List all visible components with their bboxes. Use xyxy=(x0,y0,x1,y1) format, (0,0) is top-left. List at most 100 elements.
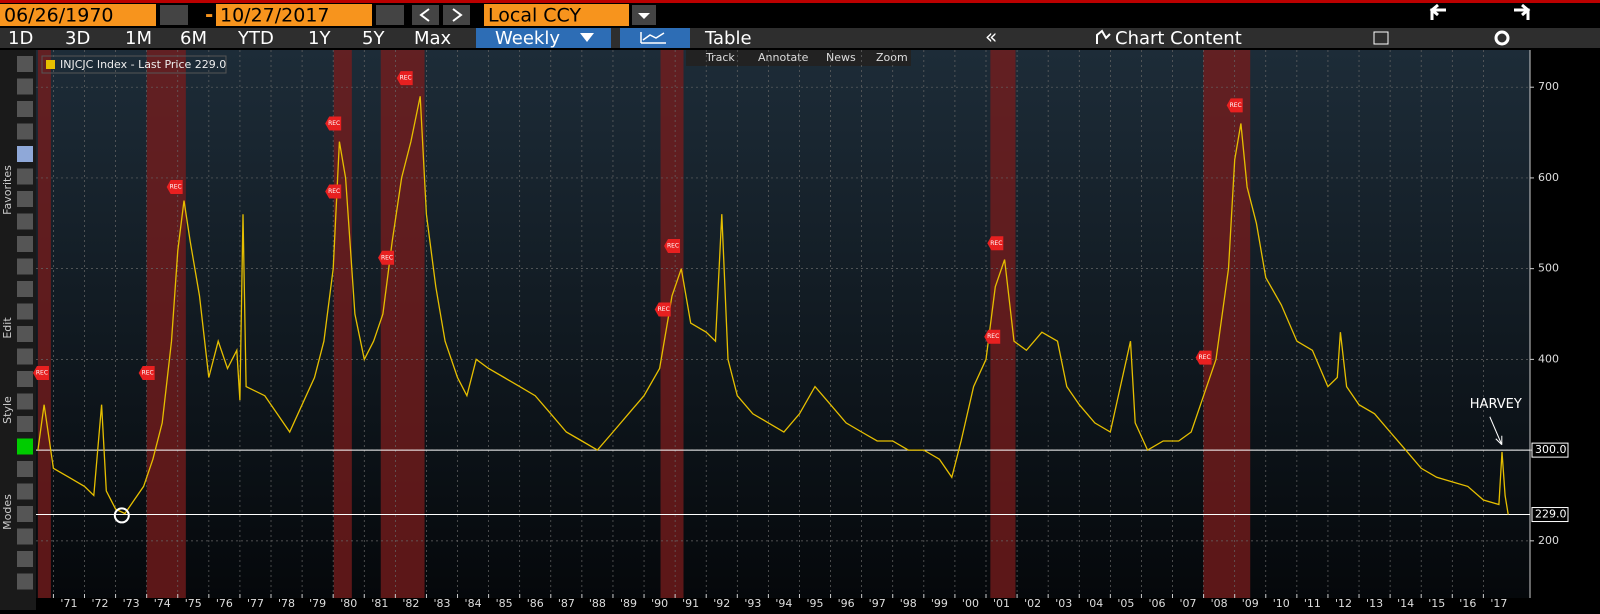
date-box[interactable] xyxy=(0,4,156,26)
arrows xyxy=(419,8,463,22)
recession-band xyxy=(990,50,1016,598)
x-tick-label: '74 xyxy=(154,597,171,610)
rec-label: REC xyxy=(381,254,393,261)
x-tick-label: '93 xyxy=(744,597,761,610)
x-tick-label: '78 xyxy=(278,597,295,610)
edit-icon[interactable] xyxy=(1373,31,1389,45)
reference-label: 300.0 xyxy=(1535,443,1567,456)
range-tab[interactable]: 6M xyxy=(180,28,207,49)
top-bar: 06/26/1970 - 10/27/2017 Local CCY xyxy=(0,3,1531,27)
low-circle xyxy=(113,507,130,524)
x-tick-label: '11 xyxy=(1304,597,1321,610)
recession-band xyxy=(146,50,186,598)
calendar-button[interactable] xyxy=(376,5,404,25)
x-tick-label: '05 xyxy=(1117,597,1134,610)
tool-icon[interactable] xyxy=(17,393,33,410)
x-tick-label: '08 xyxy=(1211,597,1228,610)
x-tick-label: '02 xyxy=(1024,597,1041,610)
y-tick-label: 600 xyxy=(1538,171,1559,184)
calendar-button[interactable] xyxy=(160,5,188,25)
tool-icon[interactable] xyxy=(17,348,33,365)
x-tick-label: '77 xyxy=(247,597,264,610)
tool-icon[interactable] xyxy=(17,78,33,95)
x-tick-label: '04 xyxy=(1086,597,1103,610)
price-line xyxy=(37,96,1509,515)
chart-content[interactable]: Chart Content xyxy=(1115,28,1242,49)
settings-icon[interactable] xyxy=(1494,30,1510,46)
chart-tool[interactable]: Zoom xyxy=(876,51,908,64)
tool-icon[interactable] xyxy=(17,461,33,477)
collapse[interactable]: « xyxy=(985,25,997,49)
next-button[interactable] xyxy=(443,5,470,25)
reference-label-box xyxy=(1531,507,1569,523)
chart-tool[interactable]: Track xyxy=(705,51,735,64)
x-tick-label: '98 xyxy=(900,597,917,610)
x-tick-label: '06 xyxy=(1148,597,1165,610)
x-tick-label: '03 xyxy=(1055,597,1072,610)
tool-icon[interactable] xyxy=(17,416,33,432)
tool-icon[interactable] xyxy=(17,326,33,342)
tool-icon[interactable] xyxy=(17,168,33,185)
recession-band xyxy=(1203,50,1251,598)
tab-bar-bg xyxy=(0,28,1600,48)
x-tick-label: '14 xyxy=(1397,597,1414,610)
tool-icon[interactable] xyxy=(17,213,33,230)
range-tab[interactable]: 3D xyxy=(65,28,90,49)
prev-button[interactable] xyxy=(412,5,439,25)
range-tab[interactable]: 1M xyxy=(125,28,152,49)
tool-icon[interactable] xyxy=(17,528,33,545)
tool-icon[interactable] xyxy=(17,551,33,567)
x-tick-label: '80 xyxy=(340,597,357,610)
x-tick-label: '71 xyxy=(60,597,77,610)
tool-icon[interactable] xyxy=(17,371,33,387)
redo-icon[interactable] xyxy=(1514,3,1531,20)
tool-icon[interactable] xyxy=(17,101,33,117)
tool-icon[interactable] xyxy=(17,236,33,252)
tool-icon[interactable] xyxy=(17,438,33,455)
x-tick-label: '00 xyxy=(962,597,979,610)
x-tick-label: '82 xyxy=(402,597,419,610)
rec-marker xyxy=(138,365,155,380)
x-tick-label: '12 xyxy=(1335,597,1352,610)
tool-icon[interactable] xyxy=(17,506,33,522)
tool-icon[interactable] xyxy=(17,123,33,140)
range-tab[interactable]: 1Y xyxy=(308,28,331,49)
x-tick-label: '73 xyxy=(123,597,140,610)
tool-icon[interactable] xyxy=(17,303,33,320)
x-tick-label: '88 xyxy=(589,597,606,610)
tab-bar: Weekly Table « Chart Content xyxy=(0,25,1600,49)
tool-icon[interactable] xyxy=(17,281,33,297)
range-tab[interactable]: Max xyxy=(414,28,452,49)
x-tick-label: '10 xyxy=(1273,597,1290,610)
legend-box xyxy=(41,55,227,74)
tool-icon[interactable] xyxy=(17,483,33,500)
tool-icon[interactable] xyxy=(17,258,33,275)
x-tick-label: '07 xyxy=(1180,597,1197,610)
y-tick-label: 500 xyxy=(1538,262,1559,275)
rec-marker xyxy=(325,116,342,131)
tool-icon[interactable] xyxy=(17,191,33,207)
tool-icon[interactable] xyxy=(17,56,33,72)
rec-label: REC xyxy=(990,240,1002,247)
chart-tool[interactable]: Annotate xyxy=(758,51,809,64)
date-box[interactable] xyxy=(216,4,372,26)
chart-tool[interactable]: News xyxy=(826,51,856,64)
x-tick-label: '84 xyxy=(465,597,482,610)
rec-marker xyxy=(654,302,671,317)
tool-icon[interactable] xyxy=(17,146,33,162)
x-tick-label: '83 xyxy=(433,597,450,610)
x-tick-label: '75 xyxy=(185,597,202,610)
rec-marker xyxy=(1226,98,1243,113)
separator: - xyxy=(205,3,213,27)
weekly-tab[interactable] xyxy=(476,28,611,48)
rec-label: REC xyxy=(142,369,154,376)
range-tab[interactable]: 5Y xyxy=(362,28,385,49)
range-tab[interactable]: 1D xyxy=(8,28,33,49)
undo-icon[interactable] xyxy=(1429,3,1446,20)
table-tab[interactable]: Table xyxy=(704,28,752,49)
tool-icon[interactable] xyxy=(17,573,33,590)
range-tab[interactable]: YTD xyxy=(237,28,274,49)
currency-box[interactable] xyxy=(484,4,629,26)
rec-marker xyxy=(32,365,49,380)
rec-label: REC xyxy=(667,242,679,249)
